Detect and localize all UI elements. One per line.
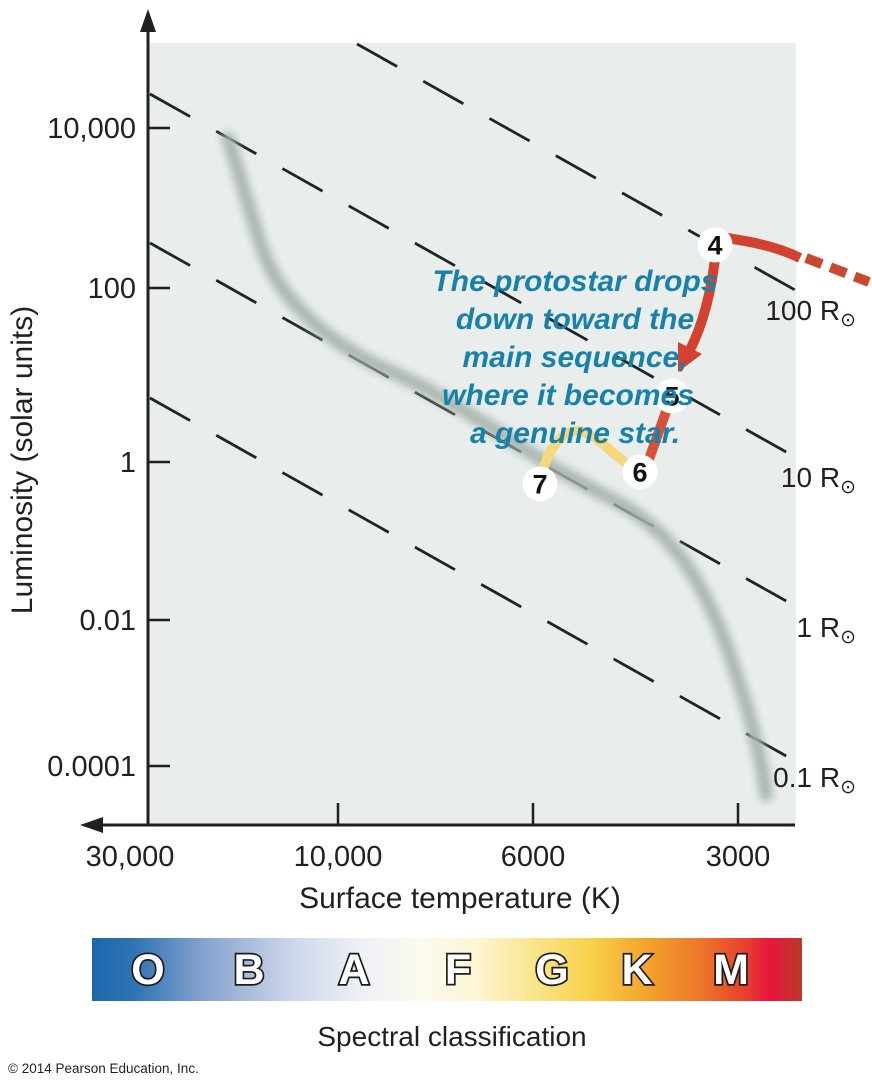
radius-labels: 100 R⊙ 10 R⊙ 1 R⊙ 0.1 R⊙ (765, 295, 856, 798)
plot-area-background (149, 43, 796, 825)
stage-6-marker (622, 454, 658, 490)
track-segment-5-to-6 (643, 401, 673, 467)
spectral-letter-a: A (338, 946, 369, 994)
y-label-100: 100 (88, 273, 136, 305)
y-label-1: 1 (120, 447, 136, 479)
spectral-letter-m: M (713, 946, 749, 994)
spectral-classification-bar (92, 938, 802, 1001)
stage-4-marker (697, 227, 733, 263)
x-label-3000: 3000 (706, 841, 771, 873)
spectral-letter-f: F (445, 946, 471, 994)
axes (98, 30, 795, 827)
copyright-notice: © 2014 Pearson Education, Inc. (8, 1061, 199, 1076)
stage-4-number: 4 (707, 231, 722, 261)
y-label-00001: 0.0001 (47, 751, 136, 783)
y-axis-arrowhead-icon (140, 9, 156, 32)
sun-symbol-icon: ⊙ (840, 627, 856, 648)
stage-6-number: 6 (632, 458, 647, 488)
x-label-10000: 10,000 (294, 841, 383, 873)
track-arrowhead (678, 342, 702, 372)
radius-label-1rsun: 1 R⊙ (797, 612, 857, 648)
stage-5-marker (654, 378, 690, 414)
protostar-track (538, 232, 871, 475)
annotation-line-5: a genuine star. (470, 417, 680, 450)
stage-5-number: 5 (664, 382, 679, 412)
x-tick-labels: 30,000 10,000 6000 3000 (86, 841, 771, 873)
radius-label-100rsun: 100 R⊙ (765, 295, 856, 331)
spectral-letter-k: K (621, 946, 652, 994)
sun-symbol-icon: ⊙ (840, 310, 856, 331)
track-segment-6-to-7-yellow (538, 425, 637, 475)
x-label-6000: 6000 (501, 841, 566, 873)
annotation-line-4: where it becomes (442, 379, 694, 412)
spectral-letter-g: G (535, 946, 568, 994)
stage-markers: 4 5 6 7 (522, 227, 733, 502)
x-axis-arrowhead-icon (80, 817, 103, 833)
stage-7-marker (522, 466, 558, 502)
radius-label-10rsun: 10 R⊙ (781, 462, 856, 498)
x-label-30000: 30,000 (86, 841, 175, 873)
axis-ticks (148, 126, 740, 825)
annotation-line-1: The protostar drops (432, 265, 717, 298)
annotation-text: The protostar drops down toward the main… (432, 265, 717, 450)
radius-line-1rsun (149, 241, 796, 608)
y-label-001: 0.01 (80, 605, 136, 637)
stage-7-number: 7 (532, 470, 547, 500)
annotation-line-3: main sequence, (462, 341, 687, 374)
annotation-line-2: down toward the (456, 303, 694, 336)
radius-line-01rsun (149, 396, 796, 763)
spectral-letters: O B A F G K M (130, 944, 751, 995)
spectral-classification-caption: Spectral classification (317, 1021, 586, 1052)
y-axis-title: Luminosity (solar units) (6, 306, 39, 614)
radius-label-01rsun: 0.1 R⊙ (773, 762, 856, 798)
spectral-letter-b: B (233, 946, 264, 994)
y-tick-labels: 10,000 100 1 0.01 0.0001 (47, 113, 136, 783)
sun-symbol-icon: ⊙ (840, 477, 856, 498)
sun-symbol-icon: ⊙ (840, 777, 856, 798)
y-label-10000: 10,000 (47, 113, 136, 145)
x-axis-title: Surface temperature (K) (299, 882, 621, 915)
track-dashed-tail (804, 253, 871, 287)
spectral-letter-o: O (131, 946, 164, 994)
